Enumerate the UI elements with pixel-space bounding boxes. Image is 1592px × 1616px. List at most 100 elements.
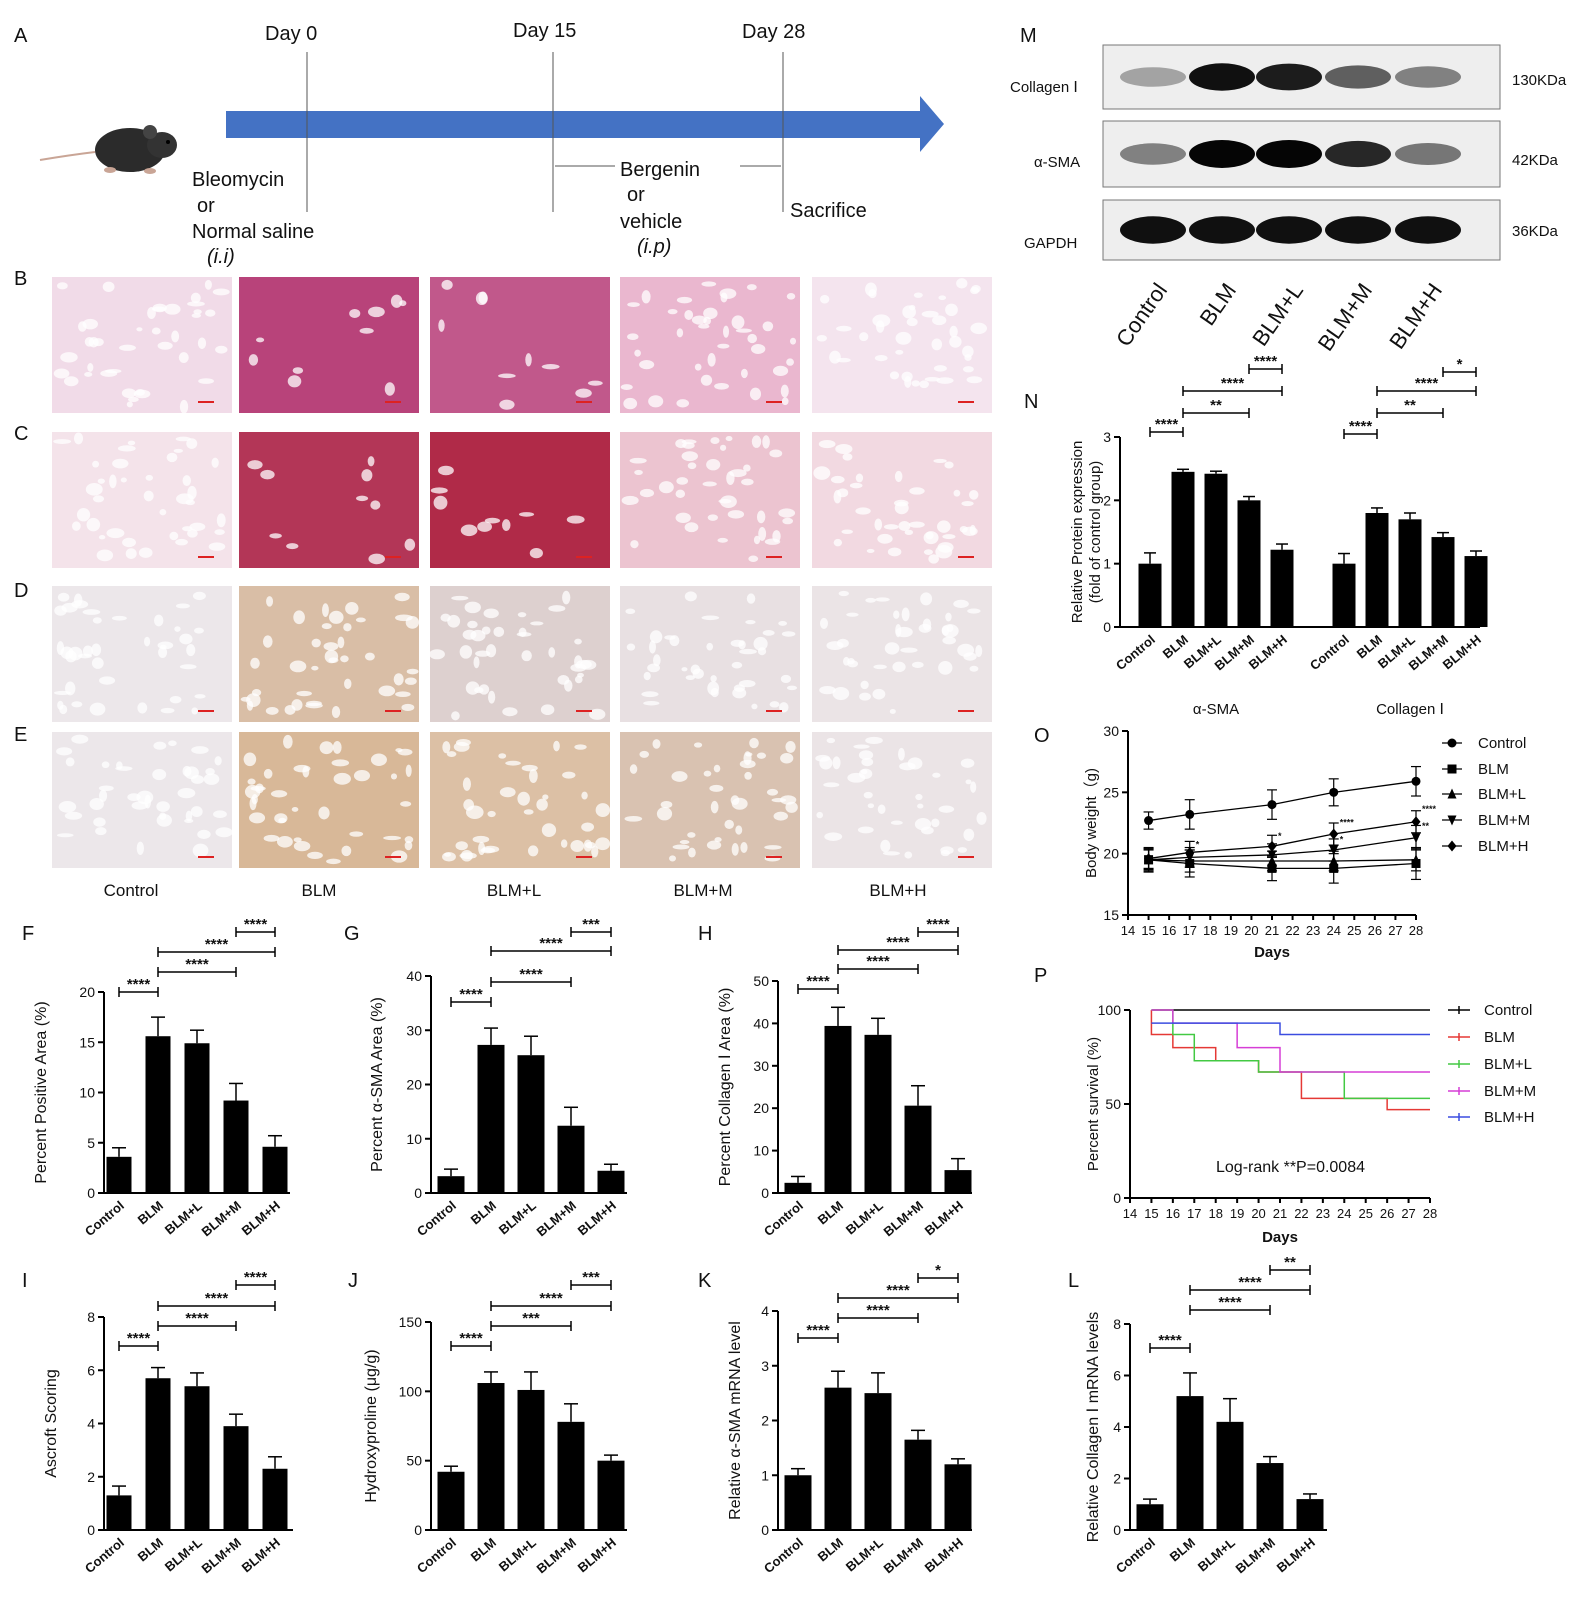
- histology-alveolus: [786, 358, 794, 366]
- x-tick-label: BLM+H: [575, 1198, 619, 1239]
- histology-alveolus: [289, 660, 307, 673]
- histology-alveolus: [841, 529, 854, 534]
- histology-alveolus: [328, 657, 339, 664]
- histology-alveolus: [875, 597, 890, 602]
- histology-alveolus: [709, 784, 724, 792]
- histology-alveolus: [71, 734, 89, 744]
- histology-alveolus: [675, 489, 686, 498]
- histology-alveolus: [174, 626, 181, 632]
- histology-alveolus: [478, 841, 486, 856]
- histology-tile: [812, 586, 992, 722]
- histology-alveolus: [681, 667, 688, 672]
- histology-alveolus: [656, 807, 673, 821]
- histology-tile: [52, 277, 232, 414]
- logrank-annotation: Log-rank **P=0.0084: [1216, 1159, 1365, 1176]
- bleomycin-label: Bleomycin: [192, 169, 284, 191]
- histology-alveolus: [484, 517, 501, 524]
- histology-alveolus: [574, 675, 583, 684]
- histology-alveolus: [394, 592, 410, 602]
- histology-alveolus: [660, 800, 673, 809]
- scale-bar: [198, 401, 214, 403]
- histology-alveolus: [858, 750, 874, 760]
- survival-curve: [1151, 1009, 1430, 1073]
- bleomycin-or-label: or: [197, 195, 215, 217]
- histology-alveolus: [944, 461, 954, 469]
- histology-alveolus: [882, 851, 900, 856]
- histology-alveolus: [710, 800, 719, 814]
- histology-alveolus: [88, 337, 99, 348]
- histology-alveolus: [786, 293, 796, 300]
- histology-alveolus: [915, 793, 923, 801]
- histology-alveolus: [832, 756, 841, 770]
- x-tick-label: 19: [1224, 923, 1238, 938]
- x-tick-label: 27: [1388, 923, 1402, 938]
- histology-column-label: BLM+H: [869, 881, 926, 900]
- histology-alveolus: [111, 615, 127, 621]
- histology-alveolus: [364, 652, 375, 661]
- histology-alveolus: [866, 548, 875, 553]
- histology-alveolus: [858, 768, 873, 779]
- histology-alveolus: [323, 642, 339, 651]
- histology-alveolus: [679, 840, 690, 845]
- blot-size-label: 42KDa: [1512, 152, 1559, 169]
- histology-alveolus: [714, 382, 729, 390]
- histology-alveolus: [589, 708, 606, 720]
- histology-alveolus: [137, 702, 148, 714]
- y-tick-label: 0: [761, 1522, 769, 1538]
- histology-alveolus: [370, 753, 387, 766]
- histology-tile: [812, 732, 992, 868]
- histology-alveolus: [963, 652, 977, 661]
- route-ip-label: (i.p): [637, 236, 671, 258]
- scale-bar: [958, 856, 974, 858]
- histology-alveolus: [782, 517, 794, 525]
- x-tick-label: BLM+M: [881, 1535, 926, 1576]
- histology-alveolus: [895, 349, 904, 355]
- significance-label: *: [1196, 840, 1200, 850]
- histology-alveolus: [542, 794, 549, 800]
- y-tick-label: 10: [79, 1085, 95, 1101]
- histology-alveolus: [672, 844, 690, 850]
- histology-alveolus: [583, 839, 593, 852]
- bar: [184, 1043, 210, 1193]
- y-tick-label: 3: [761, 1358, 769, 1374]
- histology-alveolus: [629, 457, 647, 464]
- scale-bar: [576, 556, 592, 558]
- histology-alveolus: [112, 458, 129, 469]
- significance-label: ****: [1218, 1294, 1242, 1311]
- histology-alveolus: [921, 310, 939, 318]
- histology-alveolus: [813, 466, 831, 480]
- histology-alveolus: [769, 449, 783, 458]
- histology-alveolus: [465, 681, 480, 695]
- histology-alveolus: [119, 344, 136, 351]
- panel-letter-i: I: [22, 1270, 28, 1292]
- histology-alveolus: [249, 796, 257, 811]
- histology-alveolus: [946, 624, 954, 633]
- histology-alveolus: [337, 636, 345, 649]
- histology-alveolus: [208, 542, 226, 551]
- histology-alveolus: [65, 757, 75, 767]
- histology-alveolus: [131, 801, 149, 810]
- y-tick-label: 50: [406, 1453, 422, 1469]
- bar: [145, 1036, 171, 1193]
- panel-letter-b: B: [14, 268, 27, 290]
- x-tick-label: 24: [1337, 1206, 1351, 1221]
- histology-alveolus: [430, 487, 448, 494]
- x-tick-label: BLM: [135, 1198, 166, 1228]
- marker-diamond: [1267, 840, 1277, 852]
- histology-alveolus: [169, 695, 182, 704]
- histology-alveolus: [815, 754, 831, 762]
- y-tick-label: 3: [1103, 429, 1111, 445]
- panel-letter-p: P: [1034, 965, 1047, 987]
- histology-alveolus: [624, 815, 643, 822]
- histology-alveolus: [877, 533, 893, 544]
- histology-alveolus: [880, 839, 891, 853]
- histology-alveolus: [214, 756, 222, 766]
- legend-label: Control: [1484, 1002, 1532, 1019]
- histology-background: [430, 586, 610, 722]
- legend-label: BLM+H: [1478, 838, 1528, 855]
- y-axis-title: Percent Positive Area (%): [33, 1001, 50, 1183]
- histology-alveolus: [921, 826, 934, 835]
- histology-alveolus: [857, 826, 874, 834]
- x-tick-label: 17: [1182, 923, 1196, 938]
